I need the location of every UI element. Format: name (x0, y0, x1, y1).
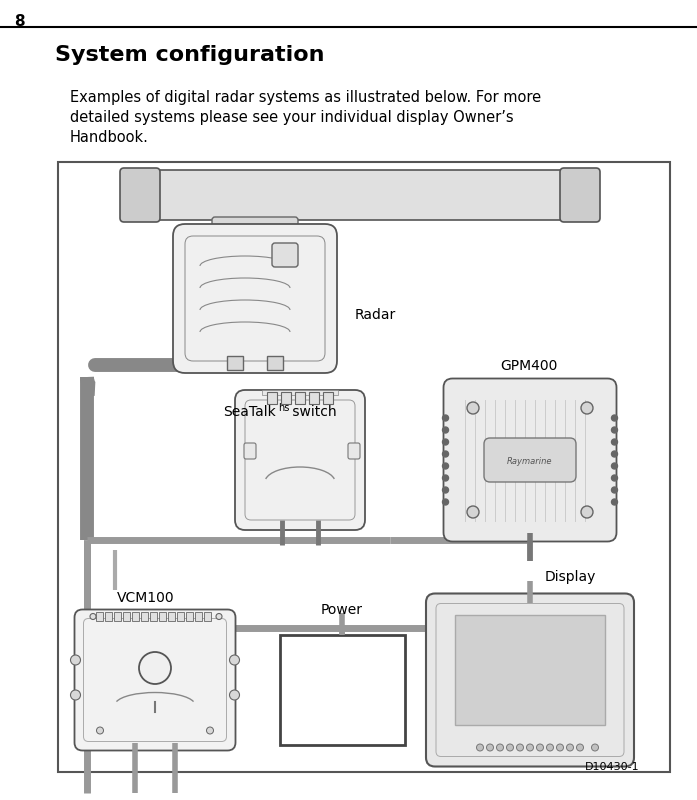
Bar (267, 392, 277, 404)
Text: VCM100: VCM100 (117, 590, 175, 605)
Circle shape (516, 744, 523, 751)
Circle shape (546, 744, 553, 751)
Bar (177, 611, 184, 621)
FancyBboxPatch shape (426, 594, 634, 766)
Bar (227, 356, 243, 370)
Circle shape (611, 499, 618, 505)
Circle shape (443, 415, 448, 421)
Circle shape (507, 744, 514, 751)
Bar (279, 635, 404, 745)
Circle shape (592, 744, 599, 751)
FancyBboxPatch shape (75, 610, 236, 750)
FancyBboxPatch shape (235, 390, 365, 530)
Text: SeaTalk: SeaTalk (223, 405, 276, 419)
FancyBboxPatch shape (443, 378, 617, 542)
Circle shape (467, 402, 479, 414)
Bar (123, 611, 130, 621)
Text: detailed systems please see your individual display Owner’s: detailed systems please see your individ… (70, 110, 514, 125)
Bar (150, 611, 157, 621)
Text: 8: 8 (14, 14, 24, 29)
Bar (159, 611, 166, 621)
FancyBboxPatch shape (244, 443, 256, 459)
Circle shape (611, 451, 618, 457)
Text: Power: Power (321, 603, 363, 617)
Circle shape (443, 439, 448, 445)
Circle shape (496, 744, 503, 751)
Text: Examples of digital radar systems as illustrated below. For more: Examples of digital radar systems as ill… (70, 90, 541, 105)
Bar (195, 611, 202, 621)
FancyBboxPatch shape (560, 168, 600, 222)
Circle shape (611, 463, 618, 469)
Circle shape (70, 655, 80, 665)
Bar (96, 611, 103, 621)
FancyBboxPatch shape (133, 170, 587, 220)
Circle shape (443, 451, 448, 457)
Circle shape (537, 744, 544, 751)
Circle shape (70, 690, 80, 700)
FancyBboxPatch shape (212, 217, 298, 239)
Circle shape (611, 427, 618, 433)
Circle shape (229, 655, 240, 665)
FancyBboxPatch shape (484, 438, 576, 482)
Circle shape (139, 652, 171, 684)
Circle shape (443, 487, 448, 493)
Circle shape (611, 415, 618, 421)
Circle shape (477, 744, 484, 751)
Bar (323, 392, 333, 404)
FancyBboxPatch shape (272, 243, 298, 267)
Text: hs: hs (278, 403, 289, 413)
Circle shape (611, 487, 618, 493)
Bar (455, 615, 605, 725)
Bar (168, 611, 175, 621)
Text: switch: switch (288, 405, 337, 419)
FancyBboxPatch shape (173, 224, 337, 373)
Circle shape (229, 690, 240, 700)
Circle shape (90, 614, 96, 619)
Circle shape (611, 475, 618, 481)
Bar (141, 611, 148, 621)
Text: System configuration: System configuration (55, 45, 325, 65)
Text: Handbook.: Handbook. (70, 130, 149, 145)
Circle shape (556, 744, 563, 751)
Circle shape (467, 506, 479, 518)
Circle shape (487, 744, 493, 751)
Text: Raymarine: Raymarine (507, 457, 553, 466)
Bar (114, 611, 121, 621)
Bar (281, 392, 291, 404)
Bar (204, 611, 211, 621)
Circle shape (581, 402, 593, 414)
Bar (262, 390, 338, 395)
Bar (58, 162, 670, 772)
Circle shape (567, 744, 574, 751)
Circle shape (443, 463, 448, 469)
Circle shape (206, 727, 213, 734)
FancyBboxPatch shape (120, 168, 160, 222)
Bar (186, 611, 193, 621)
Text: Radar: Radar (355, 308, 397, 322)
Bar (295, 392, 305, 404)
Text: D10430-1: D10430-1 (585, 762, 640, 772)
Circle shape (443, 475, 448, 481)
Circle shape (611, 439, 618, 445)
Text: Display: Display (545, 570, 597, 585)
Bar (105, 611, 112, 621)
FancyBboxPatch shape (348, 443, 360, 459)
Text: GPM400: GPM400 (500, 359, 558, 374)
Circle shape (443, 499, 448, 505)
Bar (267, 356, 283, 370)
Bar (132, 611, 139, 621)
Circle shape (443, 427, 448, 433)
Circle shape (576, 744, 583, 751)
Bar (309, 392, 319, 404)
Circle shape (581, 506, 593, 518)
Circle shape (526, 744, 533, 751)
Circle shape (216, 614, 222, 619)
Circle shape (96, 727, 103, 734)
